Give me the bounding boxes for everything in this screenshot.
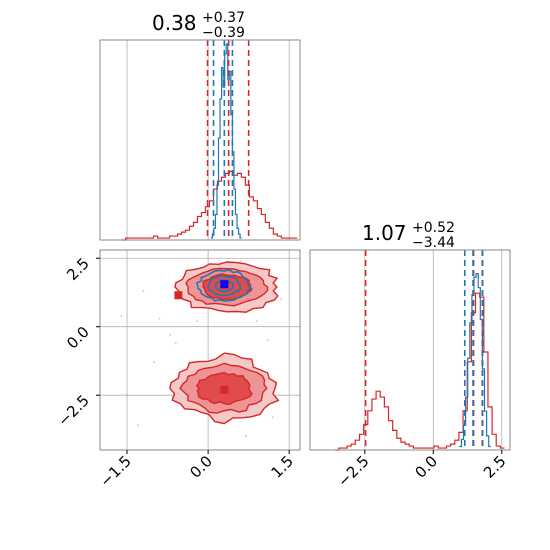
blue-contour-level-2 [214,279,235,293]
scatter-point [239,259,242,262]
scatter-point [120,314,123,317]
title-bottom-right-plus: +0.52 [412,220,455,236]
histogram-bottom-right: −2.5 0.0 2.5 1.07 +0.52−3.44 [309,220,511,491]
y-tick-label-0: 2.5 [63,254,93,284]
title-top-left-plus: +0.37 [202,10,245,26]
scatter-point [126,394,129,397]
scatter-point [158,317,161,320]
x-tick-label-bottom-left-2: 1.5 [267,452,297,482]
scatter-point [271,416,274,419]
title-bottom-right-minus: −3.44 [412,235,455,251]
axes-frame-bottom-right [309,249,511,451]
blue-contour-level-0 [196,268,253,302]
contour-bottom-left: −1.5 0.0 1.5 2.5 0.0 −2.5 [54,249,301,491]
red-marker-1 [174,291,183,300]
red-histogram [334,292,505,451]
histogram-top-left: 0.38 +0.37−0.39 [99,10,301,241]
x-tick-label-bottom-right-1: 0.0 [412,452,442,482]
scatter-point [142,290,145,293]
scatter-point [136,424,139,427]
title-top-left-minus: −0.39 [202,25,245,41]
blue-contour-level-1 [207,275,242,297]
scatter-point [169,333,172,336]
title-top-left-value: 0.38 [152,11,197,35]
axes-frame-top-left [99,39,301,241]
scatter-point [196,320,199,323]
x-tick-label-bottom-left-0: −1.5 [96,452,134,490]
scatter-point [174,342,177,345]
scatter-point [255,320,258,323]
title-bottom-right-value: 1.07 [362,221,407,245]
y-tick-label-2: −2.5 [54,391,92,429]
scatter-point [280,298,283,301]
x-tick-label-bottom-left-1: 0.0 [186,452,216,482]
axes-frame-bottom-left [99,249,301,451]
red-marker-0 [220,385,229,394]
y-tick-label-1: 0.0 [63,323,93,353]
red-histogram [121,170,298,241]
scatter-point [266,339,269,342]
x-tick-label-bottom-right-2: 2.5 [480,452,510,482]
scatter-point [244,435,247,438]
blue-marker [220,280,229,289]
blue-histogram [210,43,242,239]
scatter-point [153,361,156,364]
x-tick-label-bottom-right-0: −2.5 [334,452,372,490]
